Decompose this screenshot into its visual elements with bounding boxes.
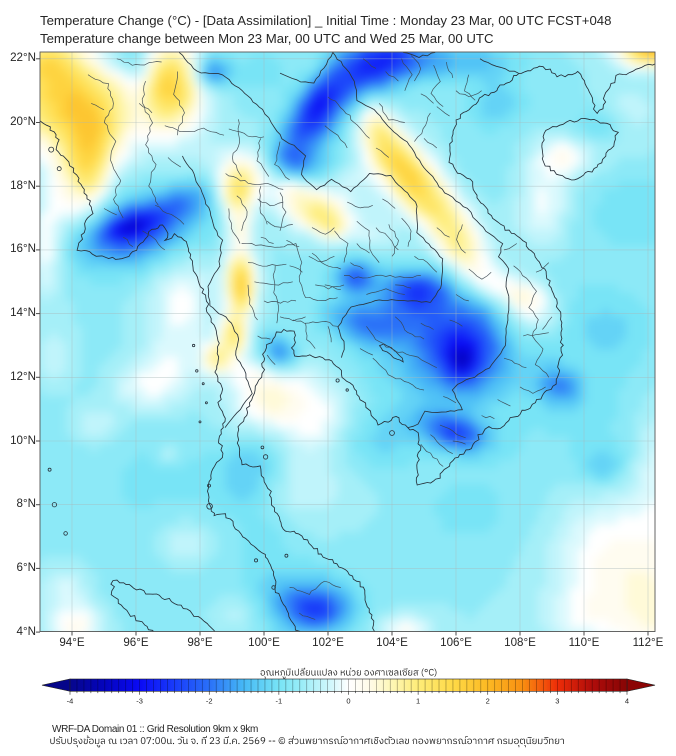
svg-text:WRF-DA Domain 01 :: Grid Resol: WRF-DA Domain 01 :: Grid Resolution 9km … <box>52 724 258 735</box>
svg-text:1: 1 <box>416 697 420 706</box>
svg-text:-1: -1 <box>276 697 283 706</box>
svg-text:0: 0 <box>346 697 350 706</box>
svg-text:-4: -4 <box>67 697 74 706</box>
svg-text:-2: -2 <box>206 697 213 706</box>
svg-text:4: 4 <box>625 697 629 706</box>
svg-text:3: 3 <box>555 697 559 706</box>
svg-text:2: 2 <box>486 697 490 706</box>
svg-text:-3: -3 <box>136 697 143 706</box>
